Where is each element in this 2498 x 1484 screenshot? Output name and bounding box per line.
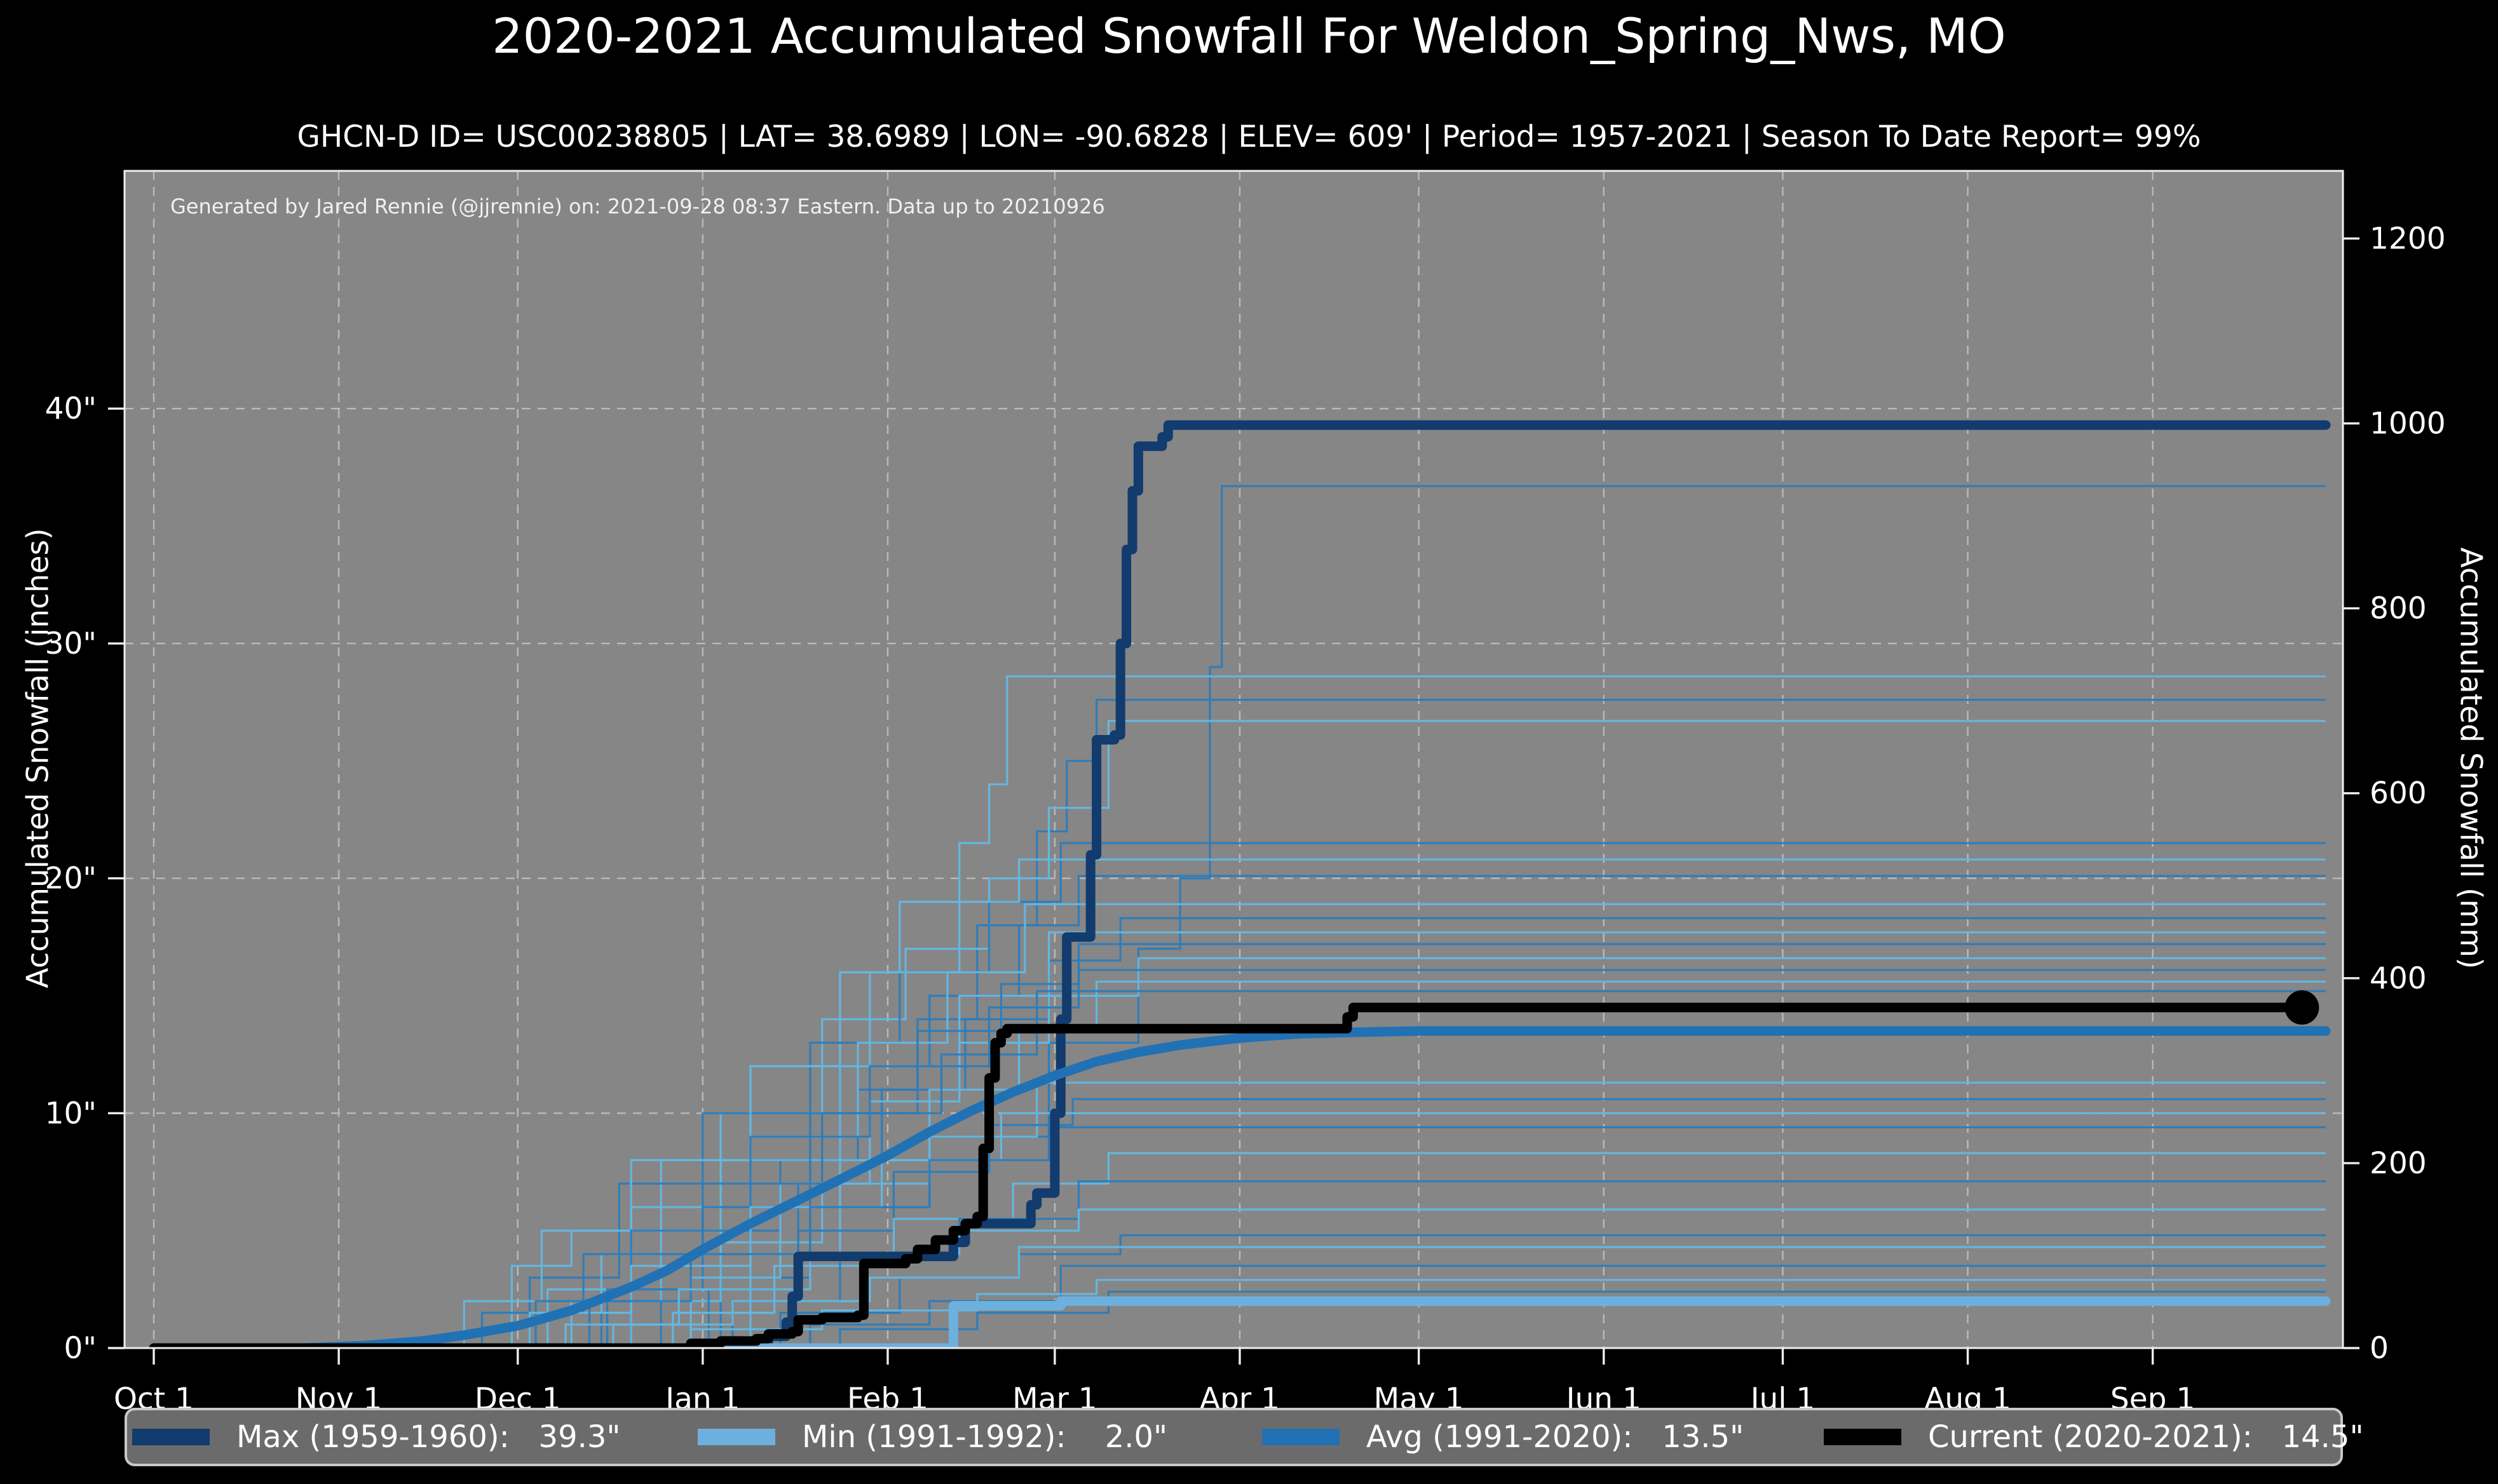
legend-label-current: Current (2020-2021): 14.5" — [1928, 1419, 2364, 1455]
max-line-swatch — [132, 1429, 210, 1445]
historical-season-line — [154, 931, 2326, 1348]
y-right-tick-label: 400 — [2370, 961, 2427, 996]
y-right-tick-label: 0 — [2370, 1331, 2389, 1366]
avg-line-swatch — [1262, 1429, 1340, 1445]
legend-item-min: Min (1991-1992): 2.0" — [698, 1410, 1262, 1464]
historical-season-line — [154, 720, 2326, 1348]
series-line-min — [149, 1296, 2331, 1348]
y-left-tick-label: 40" — [45, 391, 97, 426]
y-left-tick-label: 30" — [45, 626, 97, 661]
plot-spines — [123, 170, 2344, 1349]
historical-season-line — [154, 1279, 2326, 1348]
main-series-lines — [149, 420, 2331, 1348]
y-right-tick-label: 1200 — [2370, 221, 2446, 256]
series-line-current — [149, 1002, 2307, 1348]
y-right-tick-label: 200 — [2370, 1146, 2427, 1181]
page-title: 2020-2021 Accumulated Snowfall For Weldo… — [492, 8, 2006, 64]
legend-label-max: Max (1959-1960): 39.3" — [236, 1419, 621, 1455]
y-left-tick-label: 0" — [64, 1331, 97, 1366]
legend-label-min: Min (1991-1992): 2.0" — [802, 1419, 1168, 1455]
y-right-tick-label: 800 — [2370, 591, 2427, 626]
historical-season-line — [154, 1265, 2326, 1348]
legend-box: Max (1959-1960): 39.3" Min (1991-1992): … — [125, 1408, 2364, 1466]
current-line-swatch — [1824, 1429, 1901, 1445]
series-line-max — [149, 420, 2331, 1348]
series-line-avg — [149, 1026, 2331, 1348]
historical-season-line — [154, 1208, 2326, 1348]
y-right-tick-label: 1000 — [2370, 407, 2446, 442]
legend-item-max: Max (1959-1960): 39.3" — [132, 1410, 698, 1464]
historical-season-line — [154, 969, 2326, 1348]
y-left-tick-label: 10" — [45, 1096, 97, 1131]
current-endpoint-marker — [2284, 990, 2319, 1025]
min-line-swatch — [698, 1429, 775, 1445]
tick-labels: Oct 1 Nov 1 Dec 1 Jan 1 Feb 1 Mar 1 Apr 1 May 1… — [45, 221, 2446, 1417]
legend-item-avg: Avg (1991-2020): 13.5" — [1262, 1410, 1824, 1464]
historical-season-line — [154, 1081, 2326, 1348]
station-metadata-subtitle: GHCN-D ID= USC00238805 | LAT= 38.6989 | … — [297, 119, 2201, 154]
tick-marks — [108, 237, 2359, 1365]
legend-label-avg: Avg (1991-2020): 13.5" — [1366, 1419, 1744, 1455]
historical-season-line — [154, 943, 2326, 1348]
gridlines — [125, 171, 2343, 1348]
credit-text: Generated by Jared Rennie (@jjrennie) on… — [170, 194, 1105, 219]
y-right-tick-label: 600 — [2370, 776, 2427, 811]
legend-item-current: Current (2020-2021): 14.5" — [1824, 1410, 2364, 1464]
plot-area — [125, 171, 2343, 1348]
historical-season-line — [154, 1246, 2326, 1348]
y-left-tick-label: 20" — [45, 861, 97, 896]
